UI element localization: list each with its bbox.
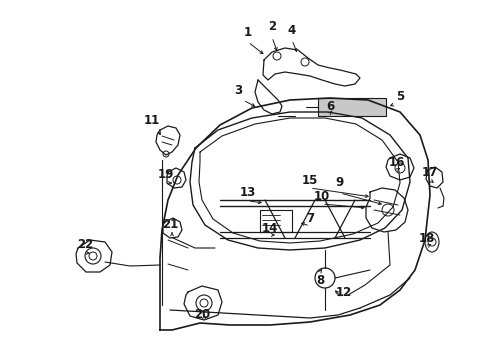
Text: 8: 8 — [315, 274, 324, 287]
Text: 21: 21 — [162, 219, 178, 231]
Text: 9: 9 — [335, 176, 344, 189]
Text: 5: 5 — [395, 90, 403, 104]
Text: 20: 20 — [193, 309, 210, 321]
Text: 4: 4 — [287, 23, 296, 36]
Bar — [260, 210, 291, 232]
Text: 2: 2 — [267, 21, 276, 33]
Text: 14: 14 — [261, 221, 278, 234]
Text: 10: 10 — [313, 189, 329, 202]
Bar — [317, 98, 385, 116]
Text: 12: 12 — [335, 287, 351, 300]
Text: 11: 11 — [143, 113, 160, 126]
Text: 22: 22 — [77, 238, 93, 252]
Text: 17: 17 — [421, 166, 437, 179]
Text: 7: 7 — [305, 211, 313, 225]
Text: 6: 6 — [325, 100, 333, 113]
Text: 18: 18 — [418, 231, 434, 244]
Text: 1: 1 — [244, 26, 251, 39]
Text: 19: 19 — [158, 168, 174, 181]
Text: 3: 3 — [233, 84, 242, 96]
Text: 15: 15 — [301, 174, 318, 186]
Text: 13: 13 — [240, 186, 256, 199]
Text: 16: 16 — [388, 156, 405, 168]
